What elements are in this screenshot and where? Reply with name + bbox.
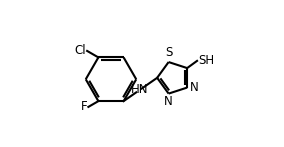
Text: N: N xyxy=(164,95,172,108)
Text: SH: SH xyxy=(198,54,214,67)
Text: N: N xyxy=(189,81,198,94)
Text: F: F xyxy=(81,100,88,113)
Text: Cl: Cl xyxy=(75,44,86,57)
Text: HN: HN xyxy=(130,83,148,96)
Text: S: S xyxy=(166,46,173,59)
